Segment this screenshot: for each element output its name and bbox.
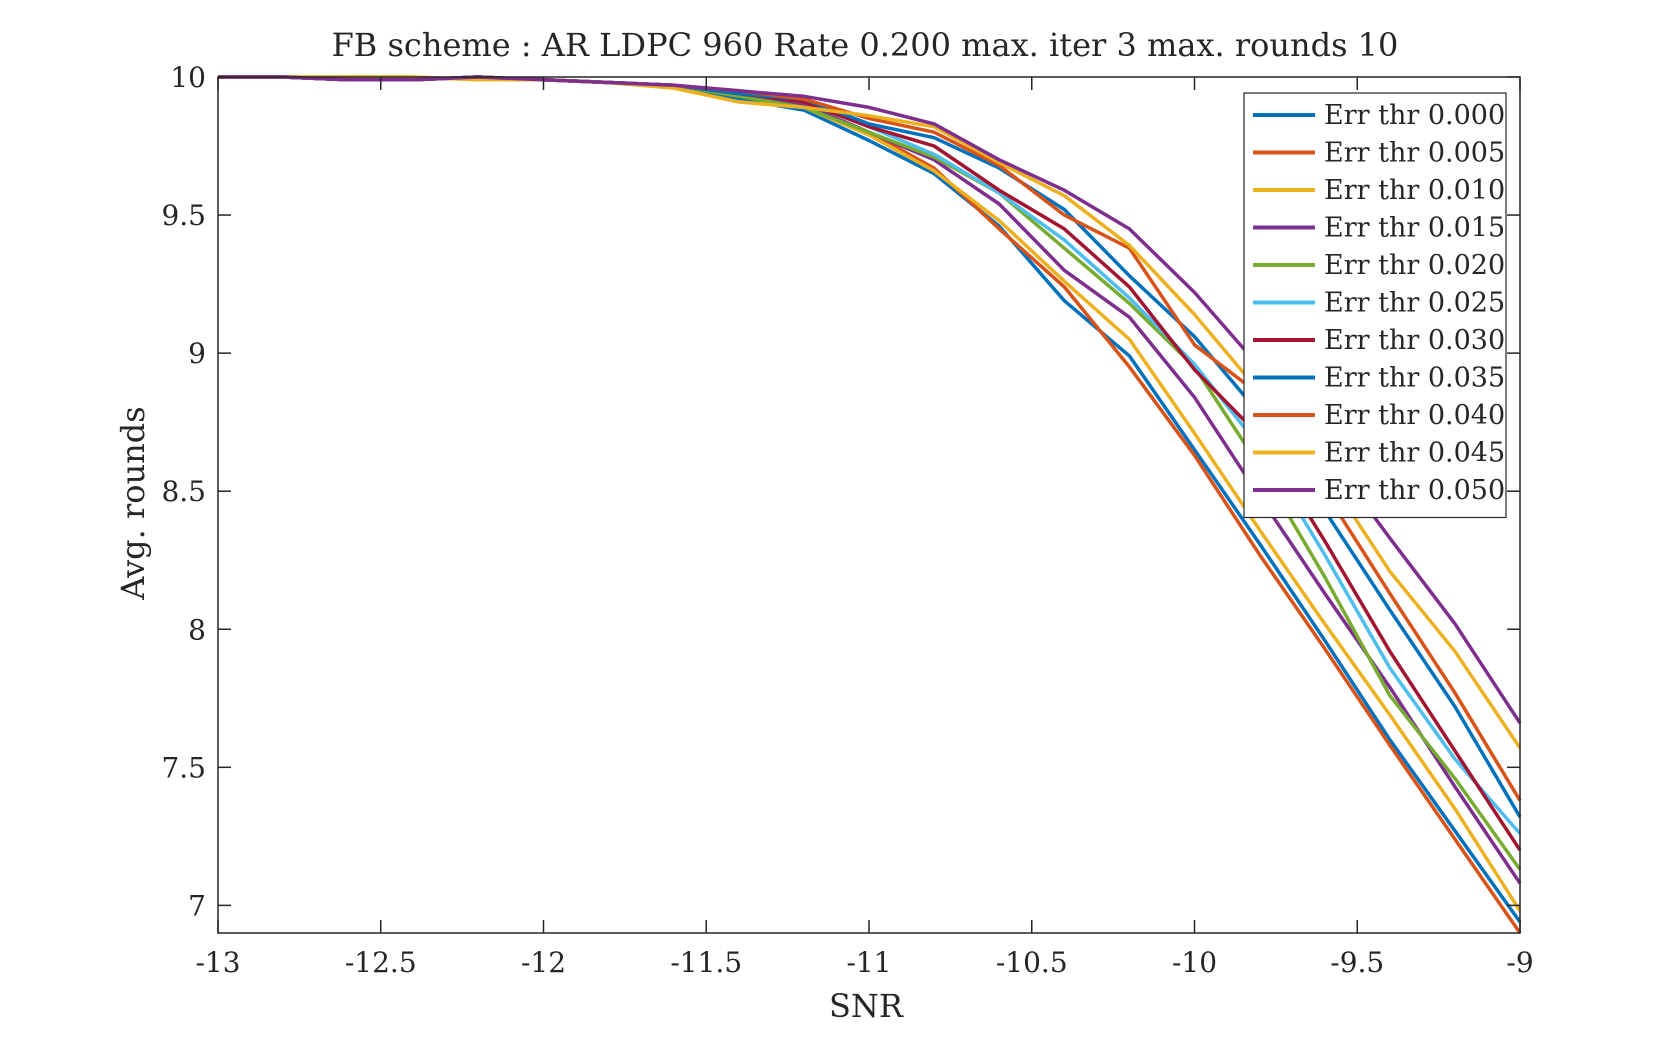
legend-entry-label: Err thr 0.005 xyxy=(1324,138,1505,169)
y-tick-label: 7.5 xyxy=(161,751,206,784)
x-tick-label: -12.5 xyxy=(345,946,417,979)
x-tick-label: -10 xyxy=(1172,946,1217,979)
legend-entry-label: Err thr 0.030 xyxy=(1324,325,1505,356)
y-tick-label: 10 xyxy=(170,61,206,94)
legend: Err thr 0.000 Err thr 0.005 Err thr 0.010 E… xyxy=(1243,92,1507,519)
legend-entry-label: Err thr 0.035 xyxy=(1324,363,1505,394)
x-tick-label: -9 xyxy=(1506,946,1533,979)
legend-entry-label: Err thr 0.045 xyxy=(1324,438,1505,469)
x-axis-label: SNR xyxy=(829,987,904,1025)
y-tick-label: 8.5 xyxy=(161,475,206,508)
legend-entry-label: Err thr 0.010 xyxy=(1324,175,1505,206)
legend-entry-label: Err thr 0.025 xyxy=(1324,288,1505,319)
x-tick-label: -9.5 xyxy=(1330,946,1384,979)
legend-entry-label: Err thr 0.050 xyxy=(1324,475,1505,506)
axes-layer: -13 -12.5 -12 -11.5 -11 -10.5 -10 -9.5 -9 7 7.5 8 8.… xyxy=(161,61,1533,979)
chart-title: FB scheme : AR LDPC 960 Rate 0.200 max. … xyxy=(332,26,1399,64)
legend-entry-label: Err thr 0.000 xyxy=(1324,100,1505,131)
legend-entry-label: Err thr 0.015 xyxy=(1324,213,1505,244)
x-tick-label: -11.5 xyxy=(670,946,742,979)
legend-box xyxy=(1243,92,1507,519)
legend-entry-label: Err thr 0.020 xyxy=(1324,250,1505,281)
y-tick-label: 9.5 xyxy=(161,199,206,232)
legend-entry-label: Err thr 0.040 xyxy=(1324,400,1505,431)
x-tick-label: -10.5 xyxy=(996,946,1068,979)
x-tick-label: -11 xyxy=(846,946,891,979)
y-tick-label: 8 xyxy=(188,613,206,646)
y-axis-label: Avg. rounds xyxy=(114,406,152,600)
y-tick-label: 7 xyxy=(188,889,206,922)
x-tick-label: -12 xyxy=(521,946,566,979)
x-tick-label: -13 xyxy=(195,946,240,979)
y-tick-label: 9 xyxy=(188,337,206,370)
